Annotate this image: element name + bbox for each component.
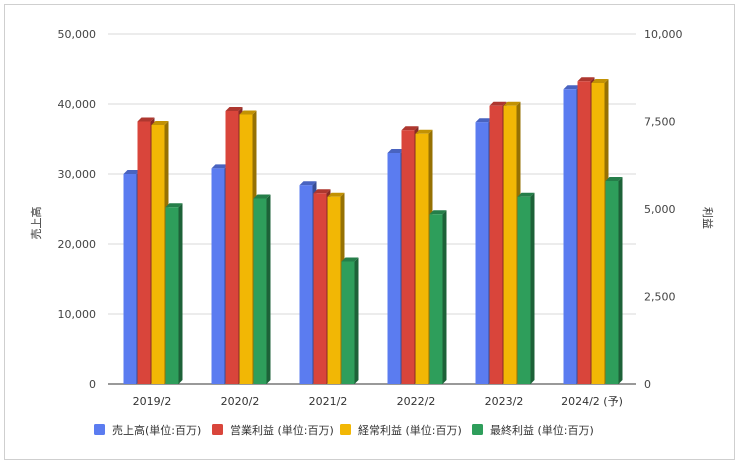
bar-front — [327, 196, 341, 384]
bar-top — [563, 85, 581, 90]
bar-top — [503, 101, 521, 106]
bar-top — [475, 118, 493, 123]
left-axis-ticks: 0 10,000 20,000 30,000 40,000 50,000 — [58, 28, 97, 391]
category-label: 2020/2 — [221, 395, 260, 408]
bar-front — [313, 193, 327, 384]
legend-label: 営業利益 (単位:百万) — [230, 423, 334, 437]
right-tick-label: 2,500 — [644, 291, 676, 304]
bar — [253, 194, 271, 384]
legend-label: 最終利益 (単位:百万) — [490, 423, 594, 437]
bar-front — [253, 198, 267, 384]
bar-front — [341, 261, 355, 384]
bar-front — [517, 196, 531, 384]
legend-item: 売上高(単位:百万) — [94, 423, 201, 437]
left-tick-label: 20,000 — [58, 238, 97, 251]
left-tick-label: 30,000 — [58, 168, 97, 181]
bar-top — [341, 257, 359, 262]
bar — [429, 210, 447, 384]
bar-side — [618, 177, 623, 384]
bar-top — [137, 117, 155, 122]
bar-front — [225, 111, 239, 384]
legend-item: 経常利益 (単位:百万) — [340, 423, 462, 437]
category-label: 2024/2 (予) — [561, 395, 623, 408]
left-tick-label: 50,000 — [58, 28, 97, 41]
bar-top — [605, 177, 623, 181]
bar-front — [151, 125, 165, 384]
legend-swatch — [212, 424, 223, 435]
bar-front — [605, 181, 619, 384]
legend-item: 最終利益 (単位:百万) — [472, 423, 594, 437]
bar-front — [123, 174, 137, 384]
bar-front — [387, 153, 401, 384]
right-axis-ticks: 0 2,500 5,000 7,500 10,000 — [644, 28, 683, 391]
left-tick-label: 10,000 — [58, 308, 97, 321]
right-tick-label: 5,000 — [644, 203, 676, 216]
bar — [341, 257, 359, 384]
bar-top — [225, 107, 243, 111]
legend-swatch — [472, 424, 483, 435]
left-axis-title: 売上高 — [29, 207, 43, 240]
bar-front — [429, 214, 443, 384]
bar-front — [211, 168, 225, 384]
bar-front — [137, 121, 151, 384]
right-tick-label: 10,000 — [644, 28, 683, 41]
left-tick-label: 0 — [89, 378, 96, 391]
bar-top — [517, 192, 535, 197]
left-tick-label: 40,000 — [58, 98, 97, 111]
legend-swatch — [94, 424, 105, 435]
category-label: 2023/2 — [485, 395, 524, 408]
bar-top — [123, 170, 141, 174]
bar-side — [530, 192, 535, 384]
legend-label: 経常利益 (単位:百万) — [358, 423, 462, 437]
bar-top — [429, 210, 447, 215]
bar-front — [415, 133, 429, 384]
bar-top — [211, 164, 229, 169]
bars — [123, 77, 623, 385]
bar-front — [165, 207, 179, 384]
bar-top — [253, 194, 271, 199]
bar-top — [387, 149, 405, 153]
bar-top — [577, 77, 595, 82]
right-tick-label: 7,500 — [644, 116, 676, 129]
bar-front — [239, 114, 253, 384]
category-label: 2022/2 — [397, 395, 436, 408]
bar-side — [354, 257, 359, 384]
bar-front — [475, 122, 489, 384]
bar-front — [299, 185, 313, 384]
bar-front — [563, 89, 577, 385]
category-label: 2021/2 — [309, 395, 348, 408]
bar-side — [442, 210, 447, 384]
bar-top — [151, 121, 169, 125]
bar-front — [577, 81, 591, 384]
category-label: 2019/2 — [133, 395, 172, 408]
category-labels: 2019/2 2020/2 2021/2 2022/2 2023/2 2024/2 (予) — [133, 395, 623, 408]
bar-top — [591, 79, 609, 83]
right-axis-title: 利益 — [701, 207, 715, 229]
bar-top — [415, 129, 433, 134]
bar-side — [178, 203, 183, 384]
bar-side — [266, 194, 271, 384]
bar-front — [591, 83, 605, 384]
bar-top — [239, 110, 257, 115]
legend: 売上高(単位:百万) 営業利益 (単位:百万) 経常利益 (単位:百万) 最終利益 (… — [94, 423, 594, 437]
bar-top — [299, 181, 317, 186]
right-tick-label: 0 — [644, 378, 651, 391]
legend-label: 売上高(単位:百万) — [112, 423, 201, 437]
grid-lines — [108, 33, 636, 385]
legend-item: 営業利益 (単位:百万) — [212, 423, 334, 437]
bar — [517, 192, 535, 384]
legend-swatch — [340, 424, 351, 435]
bar-front — [489, 105, 503, 384]
bar-top — [327, 192, 345, 197]
bar — [165, 203, 183, 384]
bar-top — [489, 101, 507, 106]
bar-top — [401, 126, 419, 131]
bar — [605, 177, 623, 384]
bar-front — [401, 130, 415, 384]
bar-top — [165, 203, 183, 208]
bar-front — [503, 105, 517, 384]
bar-top — [313, 189, 331, 194]
